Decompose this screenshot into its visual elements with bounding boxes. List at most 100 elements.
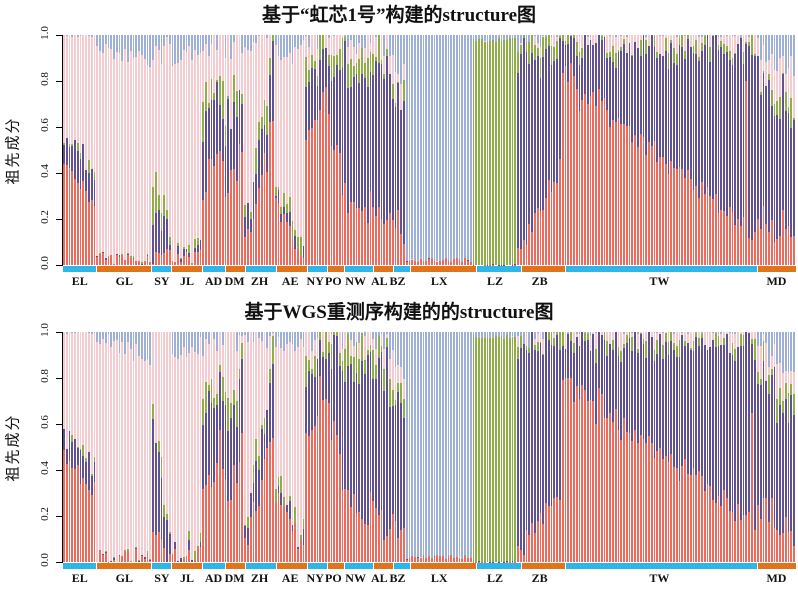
bar-segment-ancestry-red — [258, 187, 260, 265]
bar-segment-ancestry-red — [634, 135, 636, 265]
bar-segment-ancestry-blue — [584, 332, 586, 334]
bar-segment-ancestry-blue — [408, 332, 411, 559]
bar-segment-ancestry-purple — [759, 385, 762, 520]
bar-segment-ancestry-green — [478, 38, 481, 265]
strip-segment-SY — [151, 266, 172, 272]
bar-segment-ancestry-green — [361, 333, 363, 362]
bar-segment-ancestry-pink — [352, 345, 355, 358]
bar-segment-ancestry-green — [93, 171, 96, 180]
structure-bar — [698, 35, 701, 265]
bar-segment-ancestry-green — [107, 255, 110, 257]
bar-segment-ancestry-red — [363, 206, 366, 265]
bar-segment-ancestry-blue — [168, 35, 171, 44]
structure-bar — [614, 35, 618, 265]
bar-segment-ancestry-green — [104, 551, 107, 553]
bar-segment-ancestry-green — [372, 54, 375, 75]
bar-segment-ancestry-blue — [344, 35, 347, 37]
bar-segment-ancestry-purple — [71, 441, 74, 469]
bar-segment-ancestry-pink — [224, 57, 227, 127]
bar-segment-ancestry-red — [428, 258, 430, 265]
bar-segment-ancestry-pink — [361, 332, 363, 333]
bar-segment-ancestry-blue — [776, 332, 779, 364]
bar-segment-ancestry-purple — [703, 345, 706, 492]
bar-segment-ancestry-red — [271, 438, 274, 562]
bar-segment-ancestry-red — [400, 529, 402, 562]
population-label-SY: SY — [154, 571, 170, 585]
bar-segment-ancestry-green — [506, 334, 508, 562]
structure-bar — [266, 332, 270, 562]
bar-segment-ancestry-blue — [756, 332, 759, 347]
bar-segment-ancestry-purple — [166, 219, 168, 249]
structure-bar — [269, 35, 272, 265]
bar-segment-ancestry-green — [277, 186, 280, 191]
bar-segment-ancestry-blue — [246, 332, 249, 343]
bar-segment-ancestry-red — [146, 255, 149, 265]
bar-segment-ancestry-blue — [517, 35, 520, 52]
bar-segment-ancestry-red — [260, 480, 263, 562]
bar-segment-ancestry-blue — [444, 35, 447, 259]
bar-segment-ancestry-pink — [709, 332, 712, 348]
bar-segment-ancestry-red — [559, 158, 561, 265]
bar-segment-ancestry-red — [171, 261, 174, 265]
bar-segment-ancestry-green — [611, 339, 614, 351]
bar-segment-ancestry-green — [492, 338, 494, 562]
bar-segment-ancestry-green — [380, 59, 383, 64]
bar-segment-ancestry-blue — [102, 35, 104, 53]
structure-bar — [283, 332, 286, 562]
bar-segment-ancestry-red — [458, 557, 461, 562]
population-group-DM — [224, 35, 245, 265]
bar-segment-ancestry-pink — [698, 332, 700, 339]
bar-segment-ancestry-green — [258, 456, 260, 471]
structure-bar — [433, 332, 437, 562]
bar-segment-ancestry-blue — [720, 332, 723, 334]
bar-segment-ancestry-pink — [753, 35, 756, 55]
bar-segment-ancestry-blue — [352, 35, 355, 47]
bar-segment-ancestry-blue — [720, 35, 723, 37]
bar-segment-ancestry-pink — [380, 333, 383, 347]
bar-segment-ancestry-purple — [280, 214, 283, 222]
structure-bar — [542, 35, 546, 265]
bar-segment-ancestry-purple — [207, 390, 210, 475]
bar-segment-ancestry-purple — [118, 554, 121, 556]
structure-bar — [146, 35, 150, 265]
bar-segment-ancestry-purple — [742, 345, 745, 516]
bar-segment-ancestry-green — [336, 332, 338, 337]
bar-segment-ancestry-blue — [291, 35, 294, 64]
bar-segment-ancestry-red — [380, 510, 383, 562]
bar-segment-ancestry-red — [363, 523, 366, 562]
bar-segment-ancestry-pink — [692, 332, 695, 341]
bar-segment-ancestry-pink — [564, 332, 567, 349]
strip-segment-GL — [95, 563, 152, 569]
bar-segment-ancestry-blue — [403, 35, 405, 64]
bar-segment-ancestry-purple — [397, 83, 400, 211]
bar-segment-ancestry-red — [397, 210, 400, 265]
bar-segment-ancestry-pink — [739, 332, 742, 335]
bar-segment-ancestry-green — [793, 117, 795, 120]
bar-segment-ancestry-purple — [102, 554, 104, 556]
bar-segment-ancestry-green — [271, 35, 274, 41]
structure-bar — [316, 35, 320, 265]
bar-segment-ancestry-blue — [533, 332, 536, 339]
bar-segment-ancestry-red — [157, 253, 160, 265]
bar-segment-ancestry-blue — [277, 332, 280, 337]
bar-segment-ancestry-green — [739, 334, 742, 347]
bar-segment-ancestry-pink — [720, 333, 723, 345]
structure-bar — [416, 332, 420, 562]
bar-segment-ancestry-green — [782, 400, 784, 414]
bar-segment-ancestry-green — [656, 51, 659, 58]
bar-segment-ancestry-green — [355, 62, 358, 75]
structure-bar — [664, 35, 668, 265]
structure-bar — [609, 332, 612, 562]
bar-segment-ancestry-green — [311, 55, 313, 68]
structure-bar — [224, 35, 228, 265]
bar-segment-ancestry-purple — [140, 263, 143, 265]
bar-segment-ancestry-purple — [322, 48, 324, 92]
bar-segment-ancestry-red — [714, 502, 717, 562]
structure-bar — [202, 35, 206, 265]
population-group-ZH — [244, 332, 275, 562]
bar-segment-ancestry-pink — [157, 332, 160, 441]
bar-segment-ancestry-green — [313, 60, 316, 69]
structure-bar — [430, 35, 434, 265]
bar-segment-ancestry-red — [650, 442, 653, 562]
population-label-AD: AD — [204, 274, 223, 288]
